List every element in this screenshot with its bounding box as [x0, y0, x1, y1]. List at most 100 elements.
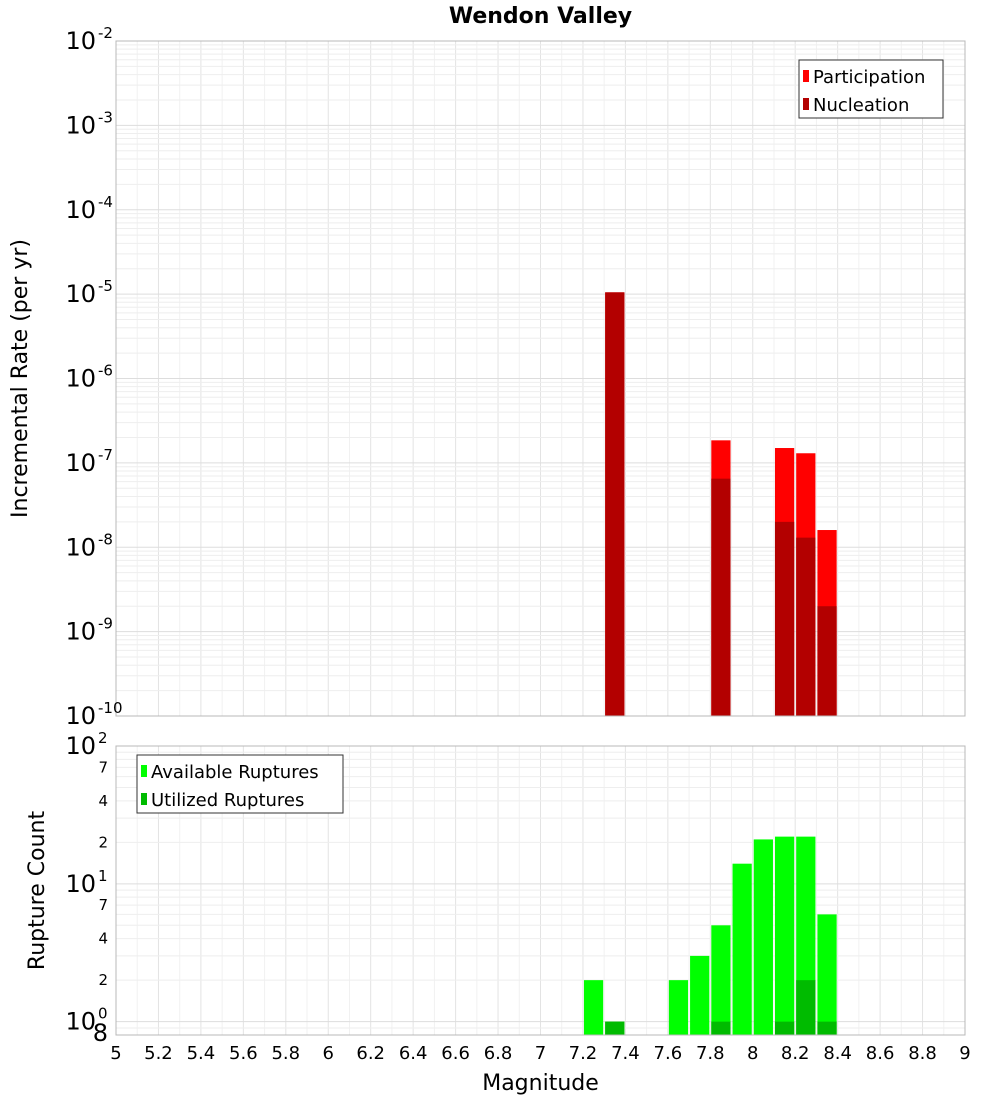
y-tick-label-rate-base: 10	[65, 111, 96, 139]
y-tick-label-rate-base: 10	[65, 533, 96, 561]
x-tick-label: 6.8	[484, 1043, 513, 1064]
x-tick-label: 6.2	[356, 1043, 385, 1064]
y-tick-label-rate-exp: -4	[98, 193, 113, 211]
y-tick-label-rate: 10 -5	[65, 277, 113, 308]
x-tick-label: 7	[535, 1043, 546, 1064]
grid-lines-rate	[115, 41, 966, 717]
y-tick-label-rate-exp: -3	[98, 108, 113, 126]
y-tick-label-rate: 10 -3	[65, 108, 113, 139]
bar	[711, 478, 731, 716]
y-tick-label-rate-base: 10	[65, 196, 96, 224]
bar	[753, 839, 773, 1035]
x-tick-label: 8	[747, 1043, 758, 1064]
y-tick-label-count: 10 2	[65, 729, 107, 760]
y-tick-label-rate-base: 10	[65, 618, 96, 646]
y-minor-label-count: 4	[98, 792, 108, 810]
x-tick-label: 6.6	[441, 1043, 470, 1064]
x-tick-label: 8.2	[781, 1043, 810, 1064]
y-minor-label-count: 2	[98, 833, 108, 851]
y-tick-label-rate: 10 -8	[65, 530, 113, 561]
series-utilized-ruptures	[605, 980, 837, 1035]
x-tick-label: 5.8	[271, 1043, 300, 1064]
x-tick-label: 9	[959, 1043, 970, 1064]
x-tick-label: 8.8	[908, 1043, 937, 1064]
y-tick-label-rate-exp: -6	[98, 362, 113, 380]
legend-0: Participation Nucleation	[798, 59, 944, 119]
bar	[711, 925, 731, 1035]
y-tick-label-rate-exp: -10	[98, 699, 123, 717]
bar	[690, 955, 710, 1035]
x-tick-label: 7.6	[654, 1043, 683, 1064]
bar	[774, 521, 795, 716]
x-tick-label: 7.4	[611, 1043, 640, 1064]
legend-entry: Participation	[813, 67, 925, 88]
x-tick-label: 6	[323, 1043, 334, 1064]
legend-entry: Available Ruptures	[151, 762, 319, 783]
y-tick-label-rate-base: 10	[65, 702, 96, 730]
series-available-ruptures	[583, 836, 837, 1035]
legend-box	[798, 59, 944, 119]
x-tick-label: 7.8	[696, 1043, 725, 1064]
y-tick-label-count-exp: 0	[98, 1005, 108, 1023]
y-tick-label-rate: 10 -9	[65, 615, 113, 646]
y-tick-label-rate-base: 10	[65, 449, 96, 477]
y-tick-label-count-base: 10	[65, 732, 96, 760]
y-axis-label-rate: Incremental Rate (per yr)	[8, 239, 33, 518]
y-tick-label-rate: 10 -10	[65, 699, 122, 730]
y-minor-label-count: 7	[98, 758, 108, 776]
y-tick-label-rate: 10 -6	[65, 362, 113, 393]
legend-swatch	[803, 70, 809, 82]
y-axis-label-count: Rupture Count	[25, 811, 50, 971]
series-nucleation	[605, 292, 837, 716]
bar	[817, 1021, 837, 1035]
y-tick-label-rate-exp: -5	[98, 277, 113, 295]
y-tick-label-rate: 10 -2	[65, 24, 113, 55]
legend-swatch	[141, 793, 147, 805]
x-tick-label: 5	[110, 1043, 121, 1064]
legend-entry: Nucleation	[813, 95, 909, 116]
y-tick-label-count-base: 10	[65, 870, 96, 898]
y-tick-label-rate-exp: -8	[98, 530, 113, 548]
bar	[796, 980, 816, 1035]
x-tick-label: 8.4	[823, 1043, 852, 1064]
bar	[774, 836, 795, 1035]
bar	[711, 1021, 731, 1035]
y-minor-label-count: 7	[98, 896, 108, 914]
y-tick-label-rate-exp: -9	[98, 615, 113, 633]
bar	[796, 537, 816, 716]
y-tick-label-rate: 10 -7	[65, 446, 113, 477]
bar	[732, 863, 752, 1035]
y-tick-label-rate: 10 -4	[65, 193, 113, 224]
plot-frame-count	[115, 745, 966, 1036]
y-minor-label-count: 4	[98, 930, 108, 948]
y-tick-label-rate-exp: -2	[98, 24, 113, 42]
legend-entry: Utilized Ruptures	[151, 790, 304, 811]
legend-1: Available Ruptures Utilized Ruptures	[136, 754, 344, 814]
y-tick-label-count: 10 1	[65, 867, 107, 898]
x-tick-label: 7.2	[569, 1043, 598, 1064]
plot-frame-rate	[115, 40, 966, 717]
bar	[668, 980, 689, 1035]
y-minor-label-count: 2	[98, 971, 108, 989]
legend-swatch	[141, 765, 147, 777]
y-tick-label-rate-base: 10	[65, 280, 96, 308]
y-tick-label-count-base: 10	[65, 1008, 96, 1036]
bar	[605, 292, 625, 716]
y-minor-label-count: 8	[93, 1019, 108, 1047]
y-tick-label-count: 10 0	[65, 1005, 107, 1036]
bars-rate	[605, 292, 837, 716]
y-tick-label-count-exp: 1	[98, 867, 108, 885]
bar	[774, 1021, 795, 1035]
bar	[817, 914, 837, 1035]
chart-title: Wendon Valley	[449, 4, 632, 29]
x-tick-label: 8.6	[866, 1043, 895, 1064]
legend-box	[136, 754, 344, 814]
y-tick-label-count-exp: 2	[98, 729, 108, 747]
x-axis-label: Magnitude	[482, 1071, 599, 1096]
x-tick-label: 5.6	[229, 1043, 258, 1064]
bar	[817, 606, 837, 716]
y-tick-label-rate-base: 10	[65, 365, 96, 393]
bars-count	[583, 836, 837, 1035]
y-tick-label-rate-base: 10	[65, 27, 96, 55]
